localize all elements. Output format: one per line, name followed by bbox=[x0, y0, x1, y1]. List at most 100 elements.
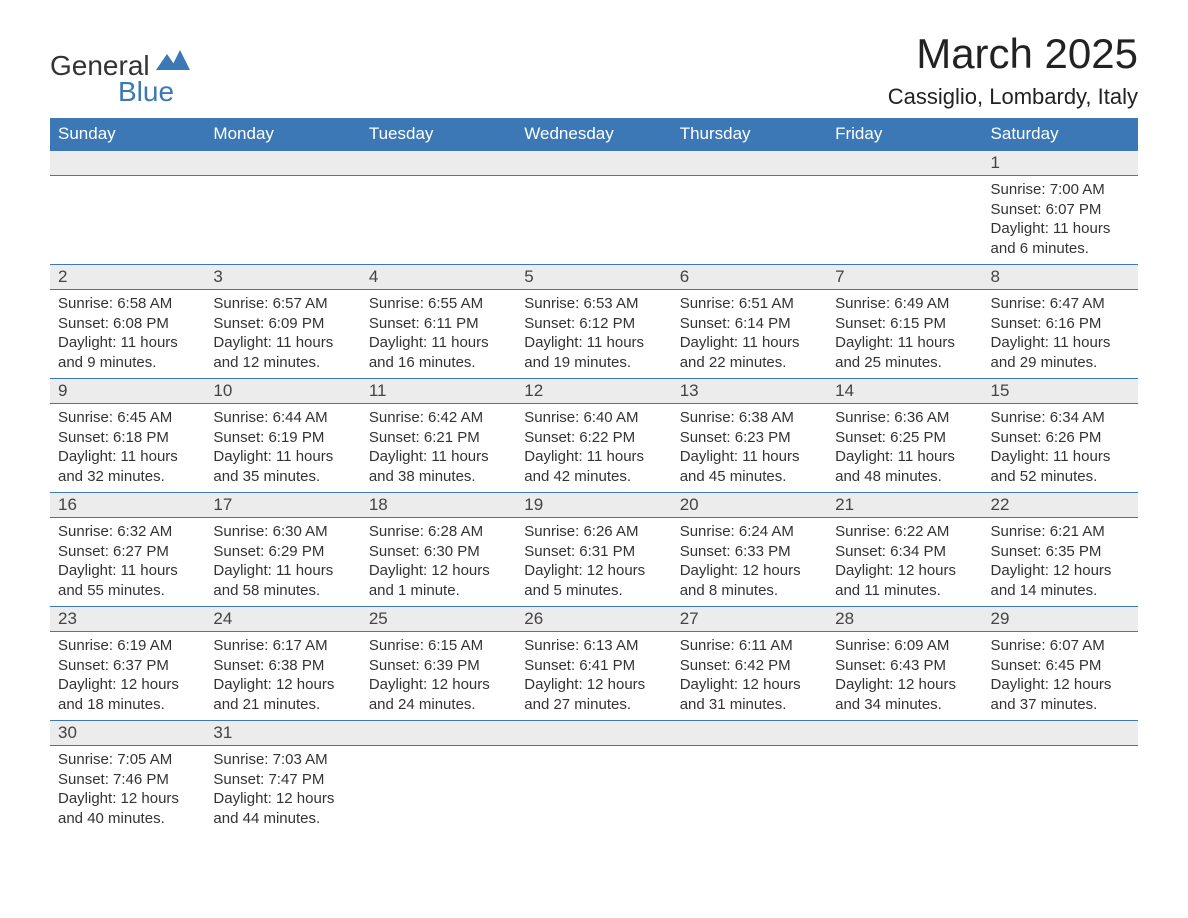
weekday-header: Thursday bbox=[672, 118, 827, 151]
day-number-cell bbox=[672, 721, 827, 746]
day-detail-cell bbox=[672, 176, 827, 265]
sunset-line: Sunset: 6:26 PM bbox=[991, 428, 1130, 448]
day-detail-cell bbox=[983, 746, 1138, 835]
day-detail-cell: Sunrise: 6:13 AMSunset: 6:41 PMDaylight:… bbox=[516, 632, 671, 721]
day-number-cell: 6 bbox=[672, 265, 827, 290]
location-subtitle: Cassiglio, Lombardy, Italy bbox=[888, 84, 1138, 110]
sunset-line: Sunset: 6:31 PM bbox=[524, 542, 663, 562]
day-detail-cell: Sunrise: 6:09 AMSunset: 6:43 PMDaylight:… bbox=[827, 632, 982, 721]
day-number-cell: 27 bbox=[672, 607, 827, 632]
sunrise-line: Sunrise: 6:53 AM bbox=[524, 294, 663, 314]
day-number-cell: 14 bbox=[827, 379, 982, 404]
sunrise-line: Sunrise: 6:38 AM bbox=[680, 408, 819, 428]
sunset-line: Sunset: 6:30 PM bbox=[369, 542, 508, 562]
day-detail-cell: Sunrise: 6:32 AMSunset: 6:27 PMDaylight:… bbox=[50, 518, 205, 607]
daylight-line: Daylight: 12 hours and 24 minutes. bbox=[369, 675, 508, 714]
day-number-cell: 30 bbox=[50, 721, 205, 746]
day-detail-cell: Sunrise: 6:49 AMSunset: 6:15 PMDaylight:… bbox=[827, 290, 982, 379]
sunset-line: Sunset: 6:35 PM bbox=[991, 542, 1130, 562]
day-detail-cell: Sunrise: 6:53 AMSunset: 6:12 PMDaylight:… bbox=[516, 290, 671, 379]
day-number-row: 9101112131415 bbox=[50, 379, 1138, 404]
sunset-line: Sunset: 6:33 PM bbox=[680, 542, 819, 562]
day-number-cell bbox=[827, 151, 982, 176]
sunrise-line: Sunrise: 6:34 AM bbox=[991, 408, 1130, 428]
daylight-line: Daylight: 12 hours and 34 minutes. bbox=[835, 675, 974, 714]
sunset-line: Sunset: 6:19 PM bbox=[213, 428, 352, 448]
day-number-cell: 20 bbox=[672, 493, 827, 518]
day-number-cell: 9 bbox=[50, 379, 205, 404]
day-detail-cell: Sunrise: 6:57 AMSunset: 6:09 PMDaylight:… bbox=[205, 290, 360, 379]
sunset-line: Sunset: 6:22 PM bbox=[524, 428, 663, 448]
day-detail-cell: Sunrise: 6:38 AMSunset: 6:23 PMDaylight:… bbox=[672, 404, 827, 493]
day-number-cell: 1 bbox=[983, 151, 1138, 176]
day-detail-cell: Sunrise: 6:51 AMSunset: 6:14 PMDaylight:… bbox=[672, 290, 827, 379]
weekday-header: Tuesday bbox=[361, 118, 516, 151]
day-detail-cell: Sunrise: 6:15 AMSunset: 6:39 PMDaylight:… bbox=[361, 632, 516, 721]
daylight-line: Daylight: 12 hours and 14 minutes. bbox=[991, 561, 1130, 600]
daylight-line: Daylight: 12 hours and 44 minutes. bbox=[213, 789, 352, 828]
day-number-row: 23242526272829 bbox=[50, 607, 1138, 632]
day-detail-cell: Sunrise: 6:19 AMSunset: 6:37 PMDaylight:… bbox=[50, 632, 205, 721]
sunrise-line: Sunrise: 6:28 AM bbox=[369, 522, 508, 542]
day-detail-cell: Sunrise: 6:07 AMSunset: 6:45 PMDaylight:… bbox=[983, 632, 1138, 721]
general-blue-logo-icon bbox=[156, 50, 190, 75]
sunset-line: Sunset: 6:41 PM bbox=[524, 656, 663, 676]
day-number-row: 16171819202122 bbox=[50, 493, 1138, 518]
sunrise-line: Sunrise: 7:05 AM bbox=[58, 750, 197, 770]
day-detail-cell: Sunrise: 7:00 AMSunset: 6:07 PMDaylight:… bbox=[983, 176, 1138, 265]
sunrise-line: Sunrise: 6:47 AM bbox=[991, 294, 1130, 314]
sunset-line: Sunset: 6:07 PM bbox=[991, 200, 1130, 220]
day-detail-cell: Sunrise: 6:11 AMSunset: 6:42 PMDaylight:… bbox=[672, 632, 827, 721]
page-header: General Blue March 2025 Cassiglio, Lomba… bbox=[50, 30, 1138, 110]
day-detail-cell bbox=[205, 176, 360, 265]
daylight-line: Daylight: 12 hours and 5 minutes. bbox=[524, 561, 663, 600]
sunset-line: Sunset: 6:38 PM bbox=[213, 656, 352, 676]
day-detail-cell: Sunrise: 6:44 AMSunset: 6:19 PMDaylight:… bbox=[205, 404, 360, 493]
daylight-line: Daylight: 11 hours and 22 minutes. bbox=[680, 333, 819, 372]
day-detail-cell: Sunrise: 7:05 AMSunset: 7:46 PMDaylight:… bbox=[50, 746, 205, 835]
day-detail-cell bbox=[516, 176, 671, 265]
calendar-table: SundayMondayTuesdayWednesdayThursdayFrid… bbox=[50, 118, 1138, 834]
day-number-cell: 29 bbox=[983, 607, 1138, 632]
daylight-line: Daylight: 12 hours and 8 minutes. bbox=[680, 561, 819, 600]
day-number-cell: 21 bbox=[827, 493, 982, 518]
day-number-cell: 22 bbox=[983, 493, 1138, 518]
sunrise-line: Sunrise: 6:36 AM bbox=[835, 408, 974, 428]
day-detail-row: Sunrise: 6:45 AMSunset: 6:18 PMDaylight:… bbox=[50, 404, 1138, 493]
sunrise-line: Sunrise: 6:40 AM bbox=[524, 408, 663, 428]
brand-logo: General Blue bbox=[50, 50, 190, 108]
day-number-row: 3031 bbox=[50, 721, 1138, 746]
day-number-cell bbox=[983, 721, 1138, 746]
day-number-cell: 17 bbox=[205, 493, 360, 518]
sunset-line: Sunset: 6:11 PM bbox=[369, 314, 508, 334]
day-number-cell: 4 bbox=[361, 265, 516, 290]
day-detail-cell: Sunrise: 6:34 AMSunset: 6:26 PMDaylight:… bbox=[983, 404, 1138, 493]
sunrise-line: Sunrise: 6:13 AM bbox=[524, 636, 663, 656]
day-detail-cell: Sunrise: 7:03 AMSunset: 7:47 PMDaylight:… bbox=[205, 746, 360, 835]
day-number-cell: 26 bbox=[516, 607, 671, 632]
day-number-row: 1 bbox=[50, 151, 1138, 176]
day-detail-cell bbox=[50, 176, 205, 265]
day-number-cell: 13 bbox=[672, 379, 827, 404]
day-number-cell: 10 bbox=[205, 379, 360, 404]
daylight-line: Daylight: 12 hours and 31 minutes. bbox=[680, 675, 819, 714]
day-number-cell: 25 bbox=[361, 607, 516, 632]
day-detail-cell: Sunrise: 6:40 AMSunset: 6:22 PMDaylight:… bbox=[516, 404, 671, 493]
daylight-line: Daylight: 11 hours and 35 minutes. bbox=[213, 447, 352, 486]
weekday-header: Monday bbox=[205, 118, 360, 151]
daylight-line: Daylight: 11 hours and 16 minutes. bbox=[369, 333, 508, 372]
daylight-line: Daylight: 11 hours and 32 minutes. bbox=[58, 447, 197, 486]
sunrise-line: Sunrise: 6:15 AM bbox=[369, 636, 508, 656]
sunrise-line: Sunrise: 6:21 AM bbox=[991, 522, 1130, 542]
sunset-line: Sunset: 6:42 PM bbox=[680, 656, 819, 676]
day-detail-row: Sunrise: 7:05 AMSunset: 7:46 PMDaylight:… bbox=[50, 746, 1138, 835]
day-detail-cell: Sunrise: 6:30 AMSunset: 6:29 PMDaylight:… bbox=[205, 518, 360, 607]
daylight-line: Daylight: 12 hours and 40 minutes. bbox=[58, 789, 197, 828]
sunset-line: Sunset: 6:25 PM bbox=[835, 428, 974, 448]
sunset-line: Sunset: 6:16 PM bbox=[991, 314, 1130, 334]
day-detail-row: Sunrise: 6:32 AMSunset: 6:27 PMDaylight:… bbox=[50, 518, 1138, 607]
daylight-line: Daylight: 11 hours and 6 minutes. bbox=[991, 219, 1130, 258]
sunset-line: Sunset: 6:15 PM bbox=[835, 314, 974, 334]
day-detail-row: Sunrise: 6:58 AMSunset: 6:08 PMDaylight:… bbox=[50, 290, 1138, 379]
daylight-line: Daylight: 11 hours and 55 minutes. bbox=[58, 561, 197, 600]
